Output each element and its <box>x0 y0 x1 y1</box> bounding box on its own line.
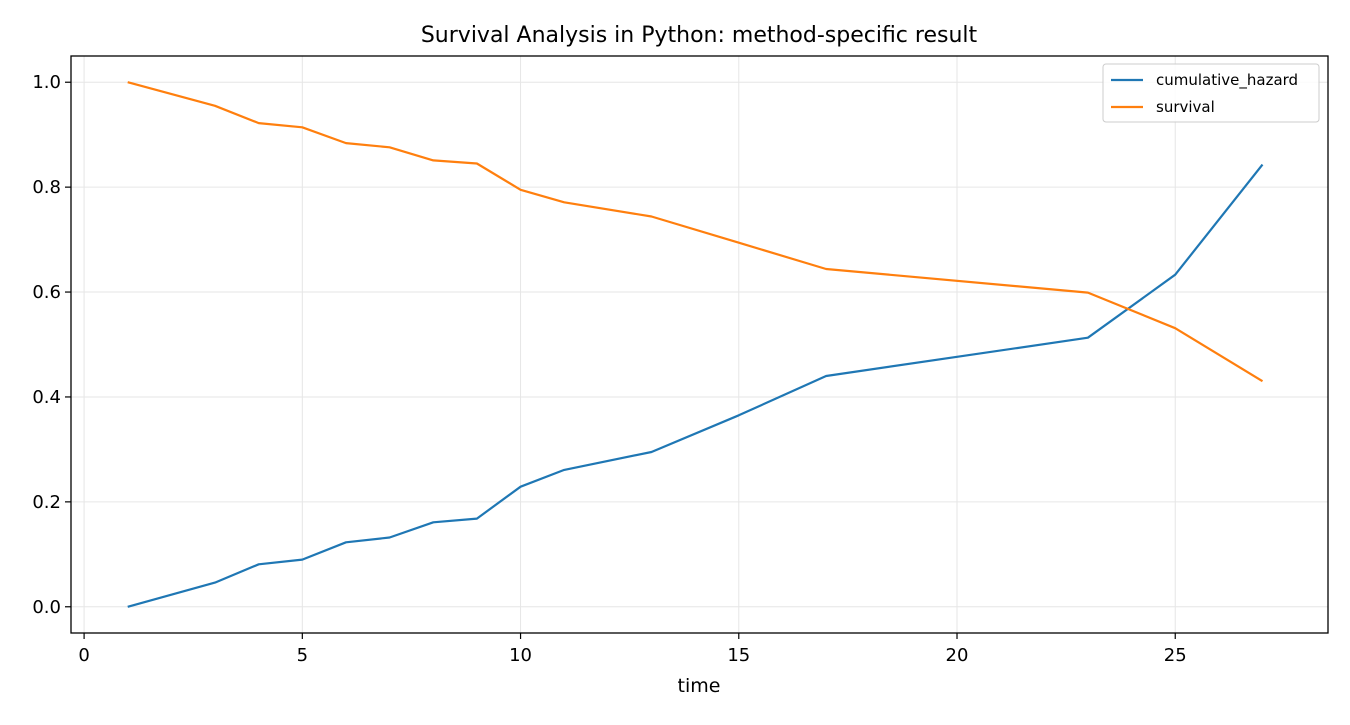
legend-label: cumulative_hazard <box>1156 71 1298 90</box>
y-tick-label: 0.0 <box>32 597 61 618</box>
legend: cumulative_hazard survival <box>1102 63 1320 123</box>
x-axis-label: time <box>678 675 721 697</box>
x-tick-label: 15 <box>727 645 750 666</box>
legend-box <box>1102 63 1320 123</box>
x-tick-label: 5 <box>297 645 308 666</box>
x-tick-label: 20 <box>946 645 969 666</box>
y-tick-label: 0.2 <box>32 492 61 513</box>
y-tick-label: 0.6 <box>32 282 61 303</box>
chart-title: Survival Analysis in Python: method-spec… <box>421 23 978 48</box>
series-line-cumulative-hazard <box>127 163 1264 608</box>
y-tick-label: 1.0 <box>32 72 61 93</box>
series-lines <box>127 81 1264 608</box>
axis-ticks: 0 5 10 15 20 25 0.0 0.2 0.4 0.6 0.8 1.0 <box>32 72 1186 666</box>
legend-label: survival <box>1156 98 1215 116</box>
grid-lines <box>71 56 1328 633</box>
y-tick-label: 0.8 <box>32 177 61 198</box>
plot-area-frame <box>70 55 1329 634</box>
x-tick-label: 10 <box>509 645 532 666</box>
y-tick-label: 0.4 <box>32 387 61 408</box>
x-tick-label: 25 <box>1164 645 1187 666</box>
x-tick-label: 0 <box>78 645 89 666</box>
series-line-survival <box>127 81 1264 383</box>
